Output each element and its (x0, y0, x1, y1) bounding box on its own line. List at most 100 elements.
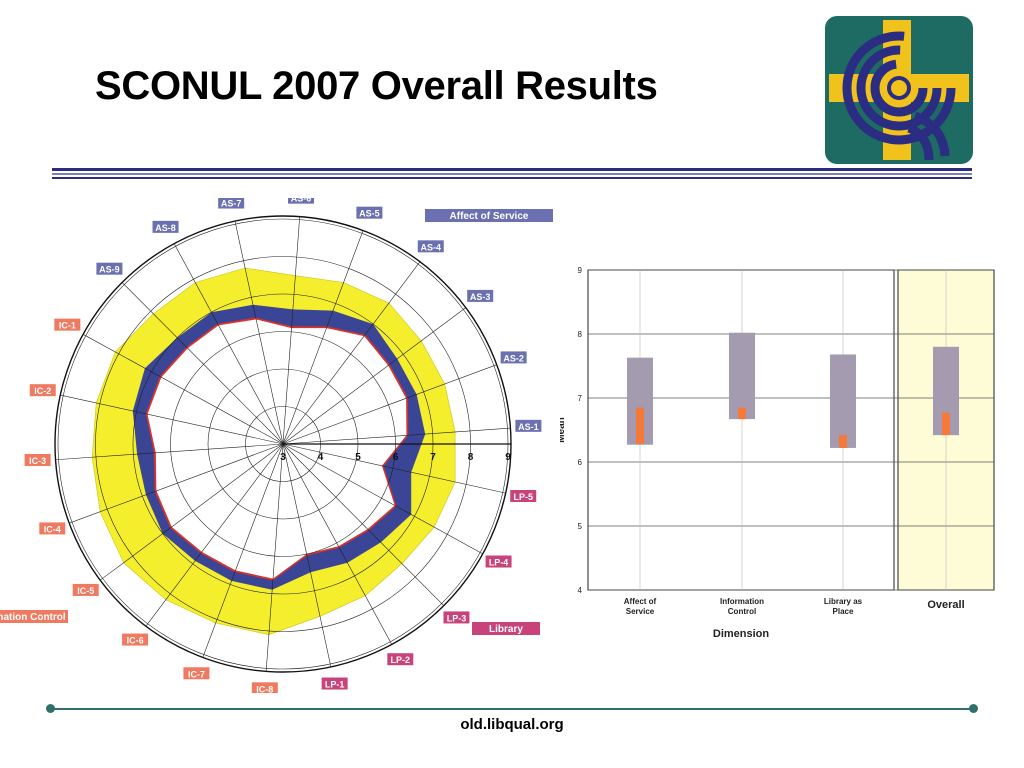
radar-spoke-label: IC-7 (183, 667, 210, 680)
radar-spoke (55, 443, 284, 461)
radar-spoke-label: AS-1 (515, 419, 542, 432)
radar-spoke-label-box (321, 677, 348, 690)
radar-spoke-label-text: LP-3 (447, 613, 467, 623)
radar-spoke-label: IC-6 (122, 633, 149, 646)
radar-tick-label: 6 (393, 452, 399, 463)
header-rule-bottom (52, 177, 972, 179)
radar-spoke-label-text: AS-2 (503, 353, 524, 363)
bar-perceived (839, 435, 847, 448)
radar-legend-library-box (472, 622, 540, 635)
radar-spoke-label: AS-6 (288, 198, 315, 204)
libqual-logo-icon (825, 16, 973, 164)
radar-spoke-label-text: LP-5 (513, 492, 533, 502)
radar-spoke-label: AS-4 (417, 240, 444, 253)
footer-rule-right-dot (969, 704, 978, 713)
radar-legend-affect-box (425, 209, 553, 222)
radar-spoke-label-box (443, 611, 470, 624)
radar-spoke-label-box (251, 682, 278, 693)
radar-spoke (234, 221, 284, 445)
radar-spoke-label-text: IC-6 (127, 636, 144, 646)
radar-spoke-label-box (500, 351, 527, 364)
radar-tick-label: 7 (430, 452, 436, 463)
radar-spoke-label-text: AS-9 (99, 265, 120, 275)
radar-spoke-label-box (218, 198, 245, 209)
radar-spoke-label: AS-2 (500, 351, 527, 364)
radar-spoke-label-box (288, 198, 315, 204)
radar-tick-label: 5 (355, 452, 361, 463)
radar-spoke-label-box (183, 667, 210, 680)
radar-spoke (121, 282, 284, 445)
radar-tick-label: 8 (468, 452, 474, 463)
radar-spoke-label: LP-5 (510, 489, 537, 502)
radar-spoke-label-text: AS-1 (518, 422, 539, 432)
radar-spoke-label-box (39, 522, 66, 535)
radar-spoke-label-box (485, 555, 512, 568)
radar-spoke-label: IC-2 (29, 384, 56, 397)
bar-ytick-label: 6 (578, 458, 583, 467)
radar-spoke (282, 443, 483, 555)
radar-spoke-label-box (467, 289, 494, 302)
radar-spoke (282, 230, 364, 445)
radar-spoke (282, 261, 421, 445)
radar-spoke-label-text: IC-2 (34, 386, 51, 396)
bar-range (830, 354, 856, 448)
radar-spoke (282, 443, 332, 667)
bar-category-label: Information (720, 597, 764, 606)
bar-ytick-label: 7 (578, 394, 583, 403)
bar-category-label: Service (626, 607, 655, 616)
bar-category-label: Library as (824, 597, 863, 606)
radar-spoke-label-text: IC-5 (77, 586, 94, 596)
radar-spoke (145, 443, 284, 627)
bar-range (729, 332, 755, 420)
bar-category-label: Place (833, 607, 854, 616)
bar-category-label: Control (728, 607, 756, 616)
radar-spoke-label-box (510, 489, 537, 502)
radar-spoke-label-box (387, 653, 414, 666)
radar-spoke-label-text: AS-5 (359, 209, 380, 219)
radar-legend-library: Library (489, 624, 523, 635)
radar-spoke-label-box (122, 633, 149, 646)
radar-chart: 3 4 5 6 7 8 9 AS-1 AS-2 AS-3 AS-4 AS-5 AS-6 AS-7 AS-8 A… (0, 198, 553, 693)
radar-spoke-label: IC-5 (72, 583, 99, 596)
bar-perceived (738, 407, 746, 420)
header-rule-top (52, 168, 972, 171)
bar-ytick-label: 8 (578, 330, 583, 339)
radar-spoke-label-box (72, 583, 99, 596)
radar-spoke-label-box (24, 453, 51, 466)
radar-spoke-label: IC-1 (54, 318, 81, 331)
radar-spoke (282, 443, 506, 494)
radar-spoke-label: AS-5 (356, 206, 383, 219)
bar-ytick-label: 9 (578, 266, 583, 275)
radar-spoke-label: IC-8 (251, 682, 278, 693)
radar-spoke-label-box (54, 318, 81, 331)
radar-spoke (82, 334, 284, 445)
radar-spoke (99, 443, 284, 581)
radar-tick-label: 9 (505, 452, 511, 463)
radar-spoke-label-box (417, 240, 444, 253)
radar-tick-label: 4 (318, 452, 324, 463)
radar-spoke-label-text: IC-8 (256, 684, 273, 693)
radar-spoke-label: IC-3 (24, 453, 51, 466)
radar-spoke-label: LP-4 (485, 555, 512, 568)
radar-spoke-label: LP-3 (443, 611, 470, 624)
radar-spoke-label-text: IC-1 (59, 321, 76, 331)
radar-spoke-label-text: LP-4 (489, 558, 509, 568)
footer-url: old.libqual.org (460, 716, 564, 733)
radar-spoke (202, 443, 284, 658)
radar-legend-ic: Information Control (0, 612, 66, 623)
radar-spoke (282, 427, 511, 445)
radar-spoke-label-text: LP-1 (325, 680, 345, 690)
header-rule-middle (52, 173, 972, 175)
radar-spoke-label-text: AS-6 (291, 198, 312, 204)
bar-x-axis-label: Dimension (713, 628, 770, 640)
radar-spoke-label: LP-2 (387, 653, 414, 666)
radar-spoke-label-box (96, 262, 123, 275)
radar-spoke-label: AS-9 (96, 262, 123, 275)
bar-perceived (942, 412, 950, 436)
radar-spoke-label-box (152, 220, 179, 233)
radar-spoke-label-box (515, 419, 542, 432)
radar-spoke-label-box (356, 206, 383, 219)
radar-spoke-label-text: AS-7 (221, 199, 242, 209)
radar-spoke-label-text: AS-3 (470, 292, 491, 302)
